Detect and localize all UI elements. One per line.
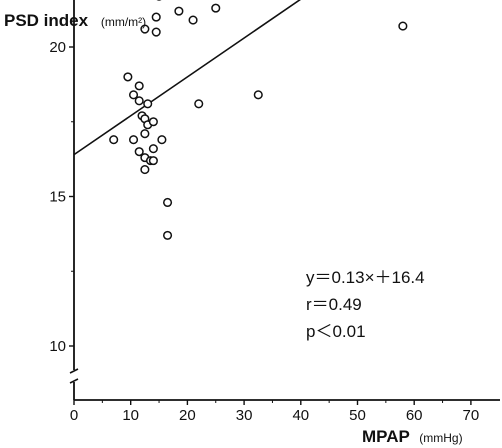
- data-point: [398, 21, 408, 31]
- x-tick-label: 20: [179, 407, 196, 424]
- data-point: [109, 135, 119, 145]
- x-tick-label: 60: [406, 407, 423, 424]
- y-ticks: 1015202530: [49, 39, 74, 355]
- data-point: [151, 12, 161, 22]
- data-point: [148, 144, 158, 154]
- data-point: [188, 15, 198, 25]
- data-point: [134, 147, 144, 157]
- x-tick-label: 30: [236, 407, 253, 424]
- y-tick-label: 15: [49, 189, 66, 206]
- data-point: [128, 90, 139, 100]
- x-tick-label: 40: [292, 407, 309, 424]
- correlation-coefficient: r＝0.49: [306, 295, 362, 314]
- data-point: [163, 230, 173, 240]
- y-axis-unit: (mm/m²): [101, 15, 146, 29]
- y-axis-break: [69, 368, 79, 384]
- data-point: [253, 90, 263, 100]
- x-tick-label: 70: [463, 407, 480, 424]
- data-point: [151, 27, 161, 37]
- y-axis-title: PSD index (mm/m²): [4, 11, 146, 30]
- y-tick-label: 10: [49, 338, 66, 355]
- data-point: [140, 129, 150, 139]
- data-point: [174, 6, 184, 16]
- x-tick-label: 0: [70, 407, 78, 424]
- data-point: [211, 3, 221, 13]
- x-axis-title: MPAP (mmHg): [362, 427, 463, 446]
- data-point: [140, 165, 150, 175]
- regression-equation: y＝0.13×＋16.4: [306, 268, 425, 287]
- data-point: [134, 96, 144, 106]
- data-point: [163, 197, 173, 208]
- data-point: [140, 24, 150, 34]
- data-points: [109, 0, 408, 240]
- data-point: [134, 81, 144, 91]
- data-point: [148, 156, 158, 166]
- y-tick-label: 20: [49, 39, 66, 56]
- data-point: [143, 99, 153, 109]
- data-point: [148, 117, 158, 127]
- x-ticks: 0 10 20 30 40 50 60 70: [70, 400, 479, 424]
- axes: [69, 0, 500, 401]
- y-axis-label: PSD index: [4, 11, 89, 30]
- p-value: p＜0.01: [306, 322, 366, 341]
- data-point: [194, 99, 204, 109]
- x-tick-label: 10: [122, 407, 139, 424]
- x-axis-unit: (mmHg): [419, 431, 462, 445]
- x-tick-label: 50: [349, 407, 366, 424]
- data-point: [157, 135, 167, 145]
- data-point: [123, 72, 133, 82]
- data-point: [128, 135, 139, 145]
- x-axis-label: MPAP: [362, 427, 410, 446]
